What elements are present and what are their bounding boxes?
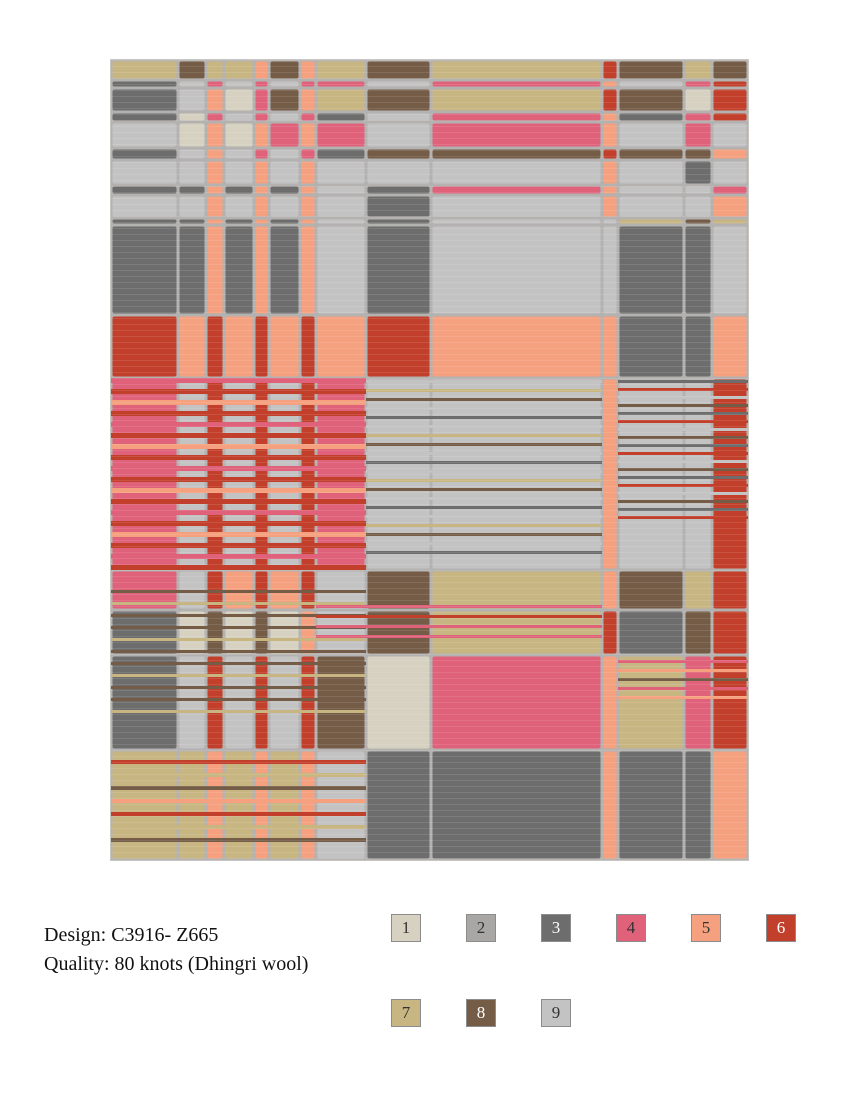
color-swatch-5: 5 [691,914,721,942]
rug-texture [111,60,748,860]
spec-block: Design: C3916- Z665 Quality: 80 knots (D… [44,921,308,979]
color-swatch-2: 2 [466,914,496,942]
color-swatch-4: 4 [616,914,646,942]
color-swatch-8: 8 [466,999,496,1027]
color-swatch-9: 9 [541,999,571,1027]
swatch-number: 5 [701,918,711,937]
swatch-number: 1 [401,918,411,937]
quality-label: Quality: [44,953,110,975]
swatch-number: 6 [776,918,786,937]
design-label: Design: [44,924,107,946]
design-code: C3916- Z665 [111,924,219,946]
color-swatch-1: 1 [391,914,421,942]
quality-value: 80 knots (Dhingri wool) [114,953,309,975]
design-line: Design: C3916- Z665 [44,921,308,950]
swatch-number: 4 [626,918,636,937]
swatch-number: 9 [551,1003,561,1022]
swatch-number: 2 [476,918,486,937]
quality-line: Quality: 80 knots (Dhingri wool) [44,950,308,979]
color-swatch-7: 7 [391,999,421,1027]
color-swatch-3: 3 [541,914,571,942]
swatch-number: 8 [476,1003,486,1022]
color-swatch-6: 6 [766,914,796,942]
rug-design-image [111,60,748,860]
swatch-number: 3 [551,918,561,937]
rug-pattern [111,60,748,860]
swatch-number: 7 [401,1003,411,1022]
